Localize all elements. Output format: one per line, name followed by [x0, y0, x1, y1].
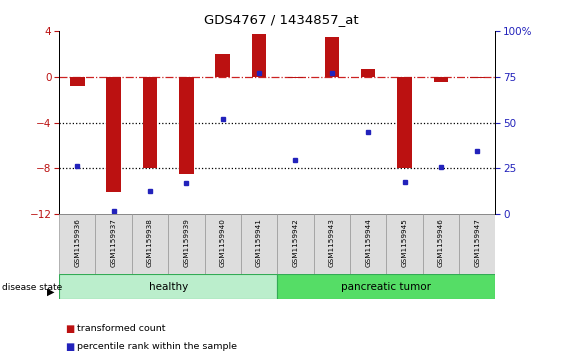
Bar — [288, 77, 303, 78]
Text: GSM1159936: GSM1159936 — [74, 219, 81, 268]
Text: GSM1159938: GSM1159938 — [147, 219, 153, 268]
Bar — [324, 37, 339, 77]
Text: GDS4767 / 1434857_at: GDS4767 / 1434857_at — [204, 13, 359, 26]
Bar — [350, 214, 386, 274]
Bar — [216, 54, 230, 77]
Text: ■: ■ — [65, 342, 74, 352]
Text: GSM1159944: GSM1159944 — [365, 219, 371, 268]
Bar — [470, 77, 485, 78]
Bar — [434, 77, 448, 82]
Text: ■: ■ — [65, 323, 74, 334]
Text: GSM1159947: GSM1159947 — [474, 219, 480, 268]
Bar — [252, 34, 266, 77]
Text: healthy: healthy — [149, 282, 188, 292]
Text: GSM1159940: GSM1159940 — [220, 219, 226, 268]
Text: transformed count: transformed count — [77, 324, 166, 333]
Text: percentile rank within the sample: percentile rank within the sample — [77, 342, 237, 351]
Bar — [459, 214, 495, 274]
Text: GSM1159942: GSM1159942 — [292, 219, 298, 268]
Bar — [132, 214, 168, 274]
Bar — [361, 69, 376, 77]
Bar — [397, 77, 412, 168]
Text: GSM1159945: GSM1159945 — [401, 219, 408, 268]
Text: pancreatic tumor: pancreatic tumor — [341, 282, 431, 292]
Bar — [278, 274, 495, 299]
Text: GSM1159937: GSM1159937 — [111, 219, 117, 268]
Text: GSM1159941: GSM1159941 — [256, 219, 262, 268]
Text: GSM1159943: GSM1159943 — [329, 219, 335, 268]
Bar — [168, 214, 204, 274]
Text: ▶: ▶ — [47, 287, 55, 297]
Bar — [143, 77, 157, 168]
Bar — [386, 214, 423, 274]
Bar — [423, 214, 459, 274]
Bar — [96, 214, 132, 274]
Bar — [314, 214, 350, 274]
Bar — [59, 274, 277, 299]
Text: disease state: disease state — [2, 283, 62, 292]
Text: GSM1159939: GSM1159939 — [184, 219, 189, 268]
Bar — [278, 214, 314, 274]
Bar — [70, 77, 84, 86]
Text: GSM1159946: GSM1159946 — [438, 219, 444, 268]
Bar — [179, 77, 194, 174]
Bar — [59, 214, 96, 274]
Bar — [106, 77, 121, 192]
Bar — [204, 214, 241, 274]
Bar — [241, 214, 277, 274]
